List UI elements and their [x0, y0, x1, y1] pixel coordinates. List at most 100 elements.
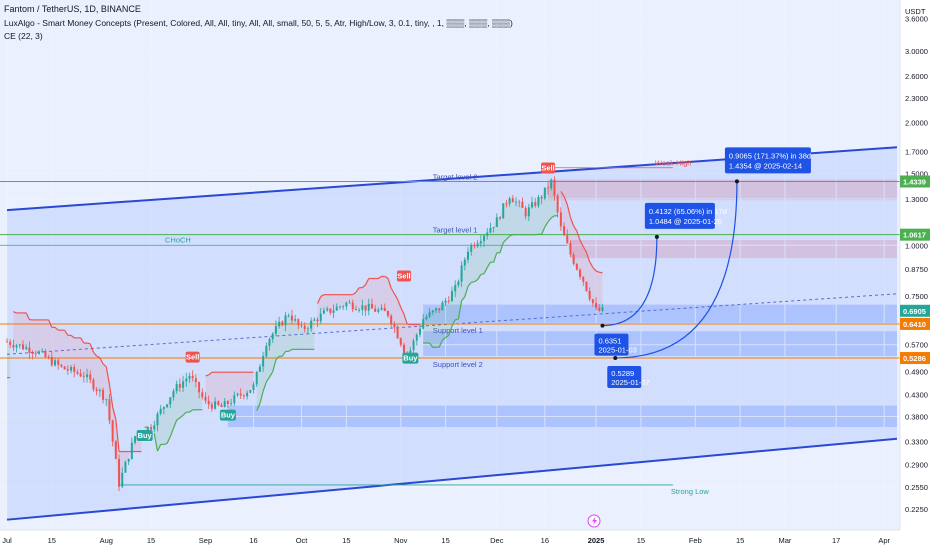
candle — [28, 347, 31, 353]
candle — [495, 217, 498, 228]
ce-line — [275, 355, 280, 361]
ce-line — [592, 267, 597, 272]
candle — [114, 441, 117, 459]
ce-line — [281, 351, 287, 357]
ce-line — [179, 414, 184, 419]
candle — [76, 372, 79, 374]
ce-line — [172, 419, 178, 429]
candle — [252, 384, 255, 391]
low-tag-date: 2025-01-03 — [598, 346, 636, 355]
price-tick: 3.6000 — [905, 15, 928, 24]
ce-line — [352, 291, 357, 296]
candle — [66, 369, 69, 371]
candle — [25, 347, 28, 350]
candle — [572, 254, 575, 264]
candle — [326, 308, 329, 311]
candle — [563, 226, 566, 236]
ce-line — [445, 334, 450, 338]
ce-fill — [519, 201, 523, 235]
candle — [89, 374, 92, 380]
time-axis[interactable]: Jul 15 Aug 15 Sep 16 Oct 15 Nov 15 Dec 16 2025 15 Feb 1… — [2, 536, 890, 545]
candle — [182, 381, 185, 388]
candle — [518, 201, 521, 203]
candle — [467, 251, 469, 260]
ce-line — [550, 215, 555, 219]
price-axis[interactable]: 3.6000 3.0000 2.6000 2.3000 2.0000 1.7000 1.50… — [905, 15, 928, 515]
candle — [150, 426, 153, 430]
ce-fill — [592, 267, 597, 308]
ce-fill — [99, 357, 104, 400]
candle — [332, 310, 335, 313]
ce-line — [502, 238, 507, 244]
ce-fill — [279, 321, 283, 357]
channel-fill — [7, 147, 897, 520]
price-tag-box — [900, 317, 930, 330]
smc-zone — [423, 331, 897, 356]
ce-line — [166, 436, 171, 444]
ce-fill — [535, 196, 539, 235]
price-tag-box — [900, 352, 930, 365]
candle — [361, 305, 364, 310]
candle — [230, 403, 233, 405]
indicator-smc-label[interactable]: LuxAlgo - Smart Money Concepts (Present,… — [4, 18, 513, 28]
ce-line — [438, 339, 443, 348]
signal-label: Sell — [541, 164, 554, 173]
candle — [310, 320, 313, 329]
price-tick: 1.0000 — [905, 241, 928, 250]
candle — [18, 344, 21, 346]
candle — [22, 344, 24, 350]
candle — [47, 356, 50, 358]
ce-line — [256, 403, 261, 411]
price-tag-value: 0.5286 — [903, 354, 926, 363]
candle — [358, 309, 361, 311]
candle — [201, 392, 204, 397]
price-tag-value: 0.6905 — [903, 307, 926, 316]
candle — [249, 390, 252, 393]
ce-line — [96, 355, 101, 359]
ce-fill — [288, 315, 292, 352]
candle — [479, 241, 482, 244]
indicator-ce-label[interactable]: CE (22, 3) — [4, 31, 43, 41]
ce-line — [560, 191, 565, 197]
candle — [223, 401, 226, 408]
ce-fill — [474, 243, 478, 282]
ce-fill — [35, 319, 40, 354]
projection-line1: 0.4132 (65.06%) in 17d — [649, 207, 727, 216]
candle — [50, 357, 53, 366]
ce-fill — [413, 324, 417, 341]
candle — [92, 379, 95, 390]
ce-fill — [227, 372, 232, 405]
candle — [236, 393, 239, 396]
candle — [460, 265, 463, 282]
ce-line — [108, 384, 114, 408]
ce-fill — [407, 324, 411, 359]
candle — [508, 198, 511, 204]
price-tick: 2.6000 — [905, 72, 928, 81]
candle — [582, 276, 585, 282]
candle — [595, 303, 598, 308]
ce-line — [208, 371, 213, 376]
ce-fill — [13, 311, 17, 348]
lightning-icon[interactable] — [587, 514, 601, 528]
level-label: Target level 2 — [433, 172, 478, 181]
ce-fill — [160, 406, 164, 445]
chart-title: Fantom / TetherUS, 1D, BINANCE — [4, 4, 141, 14]
ce-line — [595, 270, 600, 273]
ce-fill — [122, 451, 126, 473]
ce-fill — [477, 241, 481, 280]
level-label: Support level 1 — [433, 326, 483, 335]
time-tick: Apr — [878, 536, 890, 545]
price-tick: 1.7000 — [905, 147, 928, 156]
ce-fill — [375, 278, 379, 312]
signal-buy — [219, 409, 236, 421]
candle — [220, 404, 223, 408]
candle — [540, 196, 543, 199]
projection-start-dot — [600, 323, 605, 328]
signal-sell — [541, 162, 556, 174]
candle — [274, 326, 277, 334]
ce-fill — [410, 324, 414, 351]
ce-line — [569, 217, 575, 227]
ce-fill — [55, 327, 59, 365]
price-tick: 3.0000 — [905, 47, 928, 56]
